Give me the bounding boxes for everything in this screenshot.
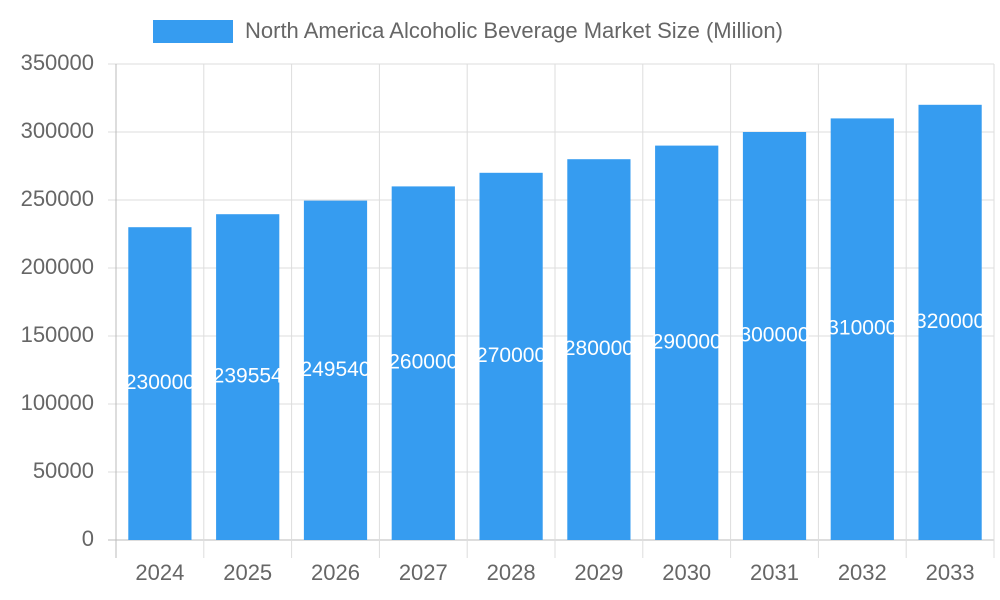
y-tick-label: 150000	[21, 322, 94, 347]
x-tick-label: 2029	[574, 560, 623, 585]
y-tick-label: 100000	[21, 390, 94, 415]
data-label: 230000	[125, 371, 195, 394]
data-label: 280000	[564, 337, 634, 360]
data-label: 249540	[300, 358, 370, 381]
data-label: 239554	[213, 365, 283, 388]
data-label: 310000	[827, 317, 897, 340]
y-tick-label: 200000	[21, 254, 94, 279]
bar	[567, 159, 631, 540]
legend-label: North America Alcoholic Beverage Market …	[245, 18, 783, 43]
x-tick-label: 2031	[750, 560, 799, 585]
x-tick-label: 2032	[838, 560, 887, 585]
bar	[742, 132, 807, 540]
bar	[303, 200, 368, 540]
y-tick-label: 0	[82, 526, 94, 551]
data-label: 260000	[388, 351, 458, 374]
y-tick-label: 250000	[21, 186, 94, 211]
x-tick-label: 2033	[926, 560, 975, 585]
data-label: 270000	[476, 344, 546, 367]
bar	[216, 214, 280, 541]
bar	[479, 172, 543, 541]
bar	[391, 186, 455, 540]
x-tick-label: 2028	[487, 560, 536, 585]
data-label: 290000	[652, 330, 722, 353]
x-tick-label: 2026	[311, 560, 360, 585]
bar	[830, 118, 894, 541]
bar	[655, 145, 719, 540]
x-tick-label: 2024	[135, 560, 184, 585]
legend-swatch	[153, 20, 233, 43]
data-label: 300000	[739, 324, 809, 347]
y-tick-label: 350000	[21, 50, 94, 75]
y-tick-label: 300000	[21, 118, 94, 143]
y-tick-label: 50000	[33, 458, 94, 483]
x-tick-label: 2030	[662, 560, 711, 585]
x-tick-label: 2027	[399, 560, 448, 585]
data-label: 320000	[915, 310, 985, 333]
bar	[918, 104, 982, 541]
x-tick-label: 2025	[223, 560, 272, 585]
bar	[128, 227, 192, 540]
